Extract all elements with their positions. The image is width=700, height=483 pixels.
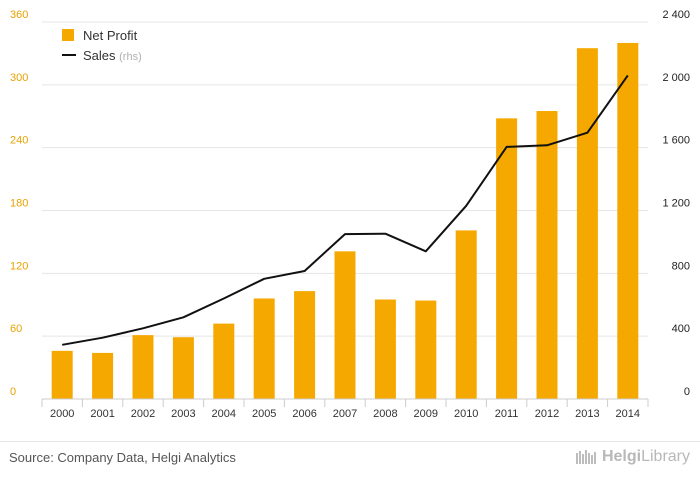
y-left-tick-label: 180: [10, 198, 28, 210]
x-tick-label: 2014: [616, 408, 640, 420]
footer-divider: [0, 441, 700, 442]
y-right-tick-label: 400: [672, 323, 690, 335]
line-sales: [62, 74, 629, 346]
chart: 0 60 120 180 240 300 360 0 400 800 1 200 1 600 2 000…: [10, 9, 690, 420]
bar-net-profit-2013: [576, 48, 598, 400]
x-tick-label: 2009: [414, 408, 438, 420]
bars: [51, 42, 639, 400]
x-tick-label: 2001: [90, 408, 114, 420]
x-tick-label: 2002: [131, 408, 155, 420]
bar-net-profit-2004: [213, 323, 235, 399]
y-left-tick-label: 0: [10, 386, 16, 398]
legend-label-sales-suffix: (rhs): [119, 51, 142, 63]
logo-text-library: Library: [641, 448, 690, 465]
x-tick-label: 2004: [212, 408, 236, 420]
bar-net-profit-2014: [617, 42, 639, 399]
source-note: Source: Company Data, Helgi Analytics: [9, 450, 236, 465]
bar-net-profit-2010: [455, 230, 477, 399]
bar-net-profit-2008: [374, 299, 396, 399]
y-left-tick-label: 120: [10, 260, 28, 272]
helgi-library-logo: Helgi Library: [575, 448, 690, 466]
bar-net-profit-2006: [294, 291, 316, 399]
x-tick-label: 2000: [50, 408, 74, 420]
y-right-tick-label: 0: [684, 386, 690, 398]
legend-label-sales: Sales (rhs): [83, 48, 142, 63]
y-left-tick-label: 360: [10, 9, 28, 21]
legend: Net Profit Sales (rhs): [62, 28, 142, 63]
y-right-tick-label: 2 400: [662, 9, 690, 21]
x-tick-label: 2006: [292, 408, 316, 420]
bar-net-profit-2011: [496, 118, 518, 399]
bar-net-profit-2001: [92, 352, 114, 399]
x-tick-label: 2005: [252, 408, 276, 420]
y-left-tick-label: 300: [10, 72, 28, 84]
x-tick-label: 2011: [495, 408, 519, 420]
logo-text-helgi: Helgi: [601, 448, 642, 465]
bar-net-profit-2007: [334, 251, 356, 399]
y-right-tick-label: 800: [672, 260, 690, 272]
y-right-tick-label: 2 000: [662, 72, 690, 84]
y-right-tick-label: 1 200: [662, 198, 690, 210]
x-tick-label: 2008: [373, 408, 397, 420]
bar-net-profit-2002: [132, 335, 154, 399]
bar-net-profit-2000: [51, 350, 73, 399]
x-tick-label: 2007: [333, 408, 357, 420]
x-tick-label: 2003: [171, 408, 195, 420]
legend-swatch-net-profit: [62, 29, 74, 41]
bar-net-profit-2009: [415, 300, 437, 399]
y-right-tick-label: 1 600: [662, 135, 690, 147]
x-tick-label: 2013: [575, 408, 599, 420]
axes: 0 60 120 180 240 300 360 0 400 800 1 200 1 600 2 000…: [10, 9, 690, 420]
legend-label-net-profit: Net Profit: [83, 28, 138, 43]
x-tick-label: 2010: [454, 408, 478, 420]
y-left-tick-label: 60: [10, 323, 22, 335]
bar-net-profit-2003: [172, 337, 194, 399]
x-tick-label: 2012: [535, 408, 559, 420]
sales-line: [62, 74, 629, 346]
y-left-tick-label: 240: [10, 135, 28, 147]
library-icon: [575, 450, 596, 464]
bar-net-profit-2005: [253, 298, 275, 399]
bar-net-profit-2012: [536, 111, 558, 399]
